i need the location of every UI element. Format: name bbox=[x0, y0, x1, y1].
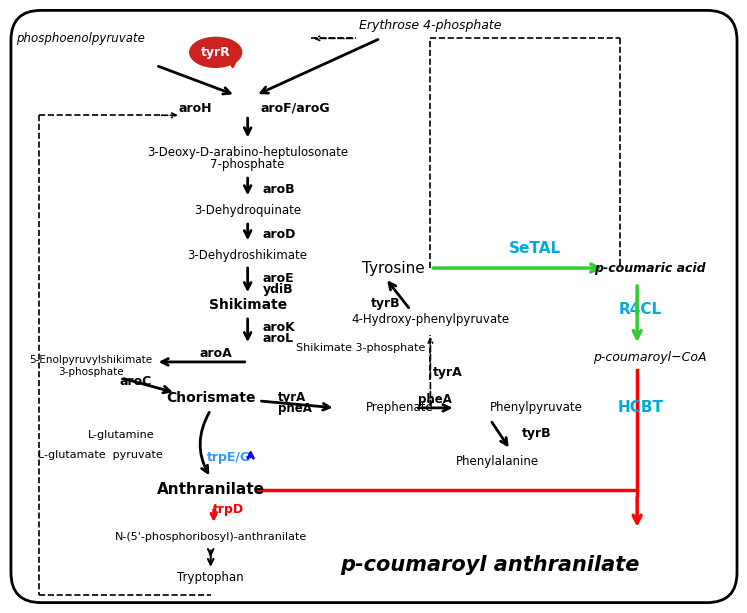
Text: L-glutamate  pyruvate: L-glutamate pyruvate bbox=[38, 450, 163, 460]
Text: N-(5'-phosphoribosyl)-anthranilate: N-(5'-phosphoribosyl)-anthranilate bbox=[114, 531, 307, 542]
Text: Phenylpyruvate: Phenylpyruvate bbox=[490, 402, 583, 414]
Text: Tryptophan: Tryptophan bbox=[177, 571, 244, 584]
Text: Chorismate: Chorismate bbox=[166, 391, 255, 405]
Text: trpE/G: trpE/G bbox=[207, 451, 251, 464]
Text: Phenylalanine: Phenylalanine bbox=[456, 455, 539, 468]
Text: 7-phosphate: 7-phosphate bbox=[211, 158, 285, 170]
Ellipse shape bbox=[190, 37, 242, 67]
Text: aroH: aroH bbox=[179, 102, 212, 115]
Text: Shikimate: Shikimate bbox=[208, 298, 287, 312]
Text: aroE: aroE bbox=[263, 272, 294, 284]
Text: 3-Deoxy-D-arabino-heptulosonate: 3-Deoxy-D-arabino-heptulosonate bbox=[147, 146, 348, 159]
Text: L-glutamine: L-glutamine bbox=[87, 430, 154, 440]
FancyBboxPatch shape bbox=[11, 10, 737, 603]
Text: aroF/aroG: aroF/aroG bbox=[261, 102, 330, 115]
Text: p-coumaroyl anthranilate: p-coumaroyl anthranilate bbox=[341, 555, 640, 574]
Text: p-coumaroyl−CoA: p-coumaroyl−CoA bbox=[593, 351, 707, 365]
Text: 3-phosphate: 3-phosphate bbox=[58, 367, 124, 377]
Text: tyrR: tyrR bbox=[201, 46, 231, 59]
Text: aroL: aroL bbox=[263, 332, 294, 346]
Text: SeTAL: SeTAL bbox=[509, 240, 561, 256]
Text: trpD: trpD bbox=[213, 503, 244, 516]
Text: Anthranilate: Anthranilate bbox=[157, 482, 264, 497]
Text: Prephenate: Prephenate bbox=[365, 402, 433, 414]
Text: phosphoenolpyruvate: phosphoenolpyruvate bbox=[16, 32, 146, 45]
Text: tyrA: tyrA bbox=[433, 367, 462, 379]
Text: Erythrose 4-phosphate: Erythrose 4-phosphate bbox=[359, 19, 502, 32]
Text: Shikimate 3-phosphate: Shikimate 3-phosphate bbox=[296, 343, 425, 353]
Text: tyrB: tyrB bbox=[522, 427, 552, 440]
Text: pheA: pheA bbox=[418, 394, 453, 406]
Text: aroA: aroA bbox=[199, 348, 232, 360]
Text: R4CL: R4CL bbox=[619, 302, 662, 318]
Text: tyrB: tyrB bbox=[371, 297, 400, 310]
Text: 3-Dehydroquinate: 3-Dehydroquinate bbox=[194, 204, 301, 216]
Text: 3-Dehydroshikimate: 3-Dehydroshikimate bbox=[187, 248, 308, 262]
Text: 5-Enolpyruvylshikimate: 5-Enolpyruvylshikimate bbox=[29, 355, 152, 365]
Text: aroC: aroC bbox=[120, 375, 152, 389]
Text: ydiB: ydiB bbox=[263, 283, 294, 295]
Text: tyrA: tyrA bbox=[278, 391, 306, 405]
Text: pheA: pheA bbox=[278, 402, 311, 416]
Text: HCBT: HCBT bbox=[617, 400, 663, 416]
Text: aroB: aroB bbox=[263, 183, 295, 196]
Text: p-coumaric acid: p-coumaric acid bbox=[595, 262, 706, 275]
Text: aroK: aroK bbox=[263, 321, 295, 335]
Text: 4-Hydroxy-phenylpyruvate: 4-Hydroxy-phenylpyruvate bbox=[351, 313, 509, 327]
Text: aroD: aroD bbox=[263, 227, 296, 240]
Text: Tyrosine: Tyrosine bbox=[362, 261, 425, 276]
